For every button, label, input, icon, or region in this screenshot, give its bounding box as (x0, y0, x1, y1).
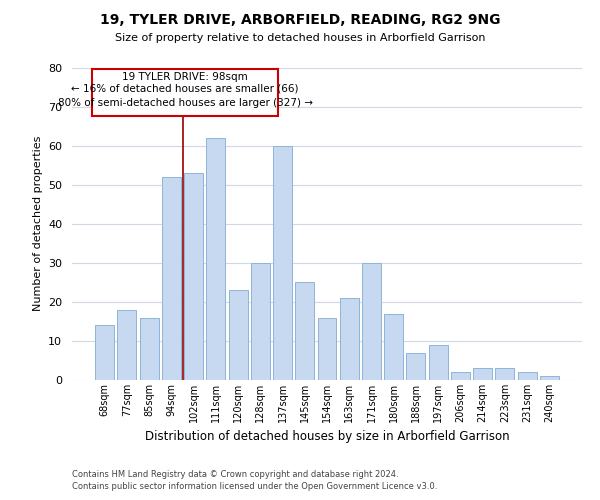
Text: 19, TYLER DRIVE, ARBORFIELD, READING, RG2 9NG: 19, TYLER DRIVE, ARBORFIELD, READING, RG… (100, 12, 500, 26)
Bar (406, 352, 425, 380)
Bar (206, 138, 225, 380)
Y-axis label: Number of detached properties: Number of detached properties (32, 136, 43, 312)
Bar (496, 368, 514, 380)
Bar (229, 290, 248, 380)
Bar (162, 177, 181, 380)
Bar (140, 318, 158, 380)
Bar (251, 263, 270, 380)
Text: 80% of semi-detached houses are larger (327) →: 80% of semi-detached houses are larger (… (58, 98, 313, 108)
Bar (317, 318, 337, 380)
Bar (92, 70, 278, 116)
Bar (362, 263, 381, 380)
Bar (184, 173, 203, 380)
Bar (518, 372, 536, 380)
Bar (540, 376, 559, 380)
Bar (118, 310, 136, 380)
Text: Size of property relative to detached houses in Arborfield Garrison: Size of property relative to detached ho… (115, 33, 485, 43)
X-axis label: Distribution of detached houses by size in Arborfield Garrison: Distribution of detached houses by size … (145, 430, 509, 444)
Text: Contains HM Land Registry data © Crown copyright and database right 2024.: Contains HM Land Registry data © Crown c… (72, 470, 398, 479)
Bar (429, 345, 448, 380)
Bar (95, 326, 114, 380)
Text: ← 16% of detached houses are smaller (66): ← 16% of detached houses are smaller (66… (71, 84, 299, 94)
Bar (295, 282, 314, 380)
Bar (273, 146, 292, 380)
Bar (340, 298, 359, 380)
Text: Contains public sector information licensed under the Open Government Licence v3: Contains public sector information licen… (72, 482, 437, 491)
Bar (384, 314, 403, 380)
Bar (473, 368, 492, 380)
Bar (451, 372, 470, 380)
Text: 19 TYLER DRIVE: 98sqm: 19 TYLER DRIVE: 98sqm (122, 72, 248, 83)
